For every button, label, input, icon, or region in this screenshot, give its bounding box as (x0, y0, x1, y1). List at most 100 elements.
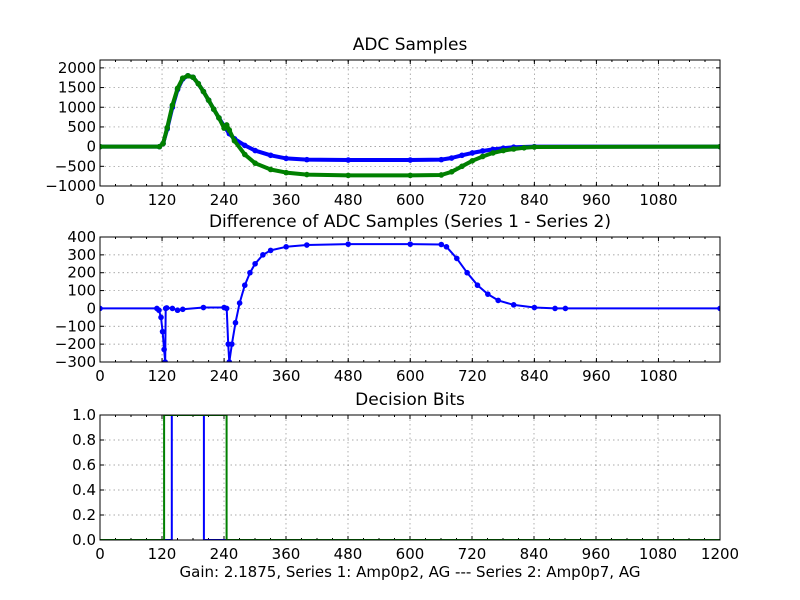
data-point (190, 74, 196, 81)
data-point (438, 241, 445, 248)
data-point (232, 319, 239, 326)
data-point (210, 106, 217, 113)
data-point (185, 72, 191, 79)
y-tick-label: −500 (55, 157, 96, 175)
data-point (229, 341, 235, 347)
data-point (495, 297, 501, 304)
subplot-title: Difference of ADC Samples (Series 1 - Se… (209, 212, 611, 232)
x-tick-label: 480 (334, 367, 363, 385)
y-tick-label: 400 (67, 228, 96, 246)
data-point (241, 142, 248, 149)
data-point (200, 88, 207, 95)
x-tick-label: 120 (148, 367, 177, 385)
y-tick-label: 1.0 (72, 406, 96, 424)
data-point (407, 241, 414, 247)
data-point (283, 155, 289, 162)
data-point (469, 150, 476, 156)
y-tick-label: 0.6 (72, 456, 96, 474)
data-point (438, 172, 445, 178)
data-point (531, 144, 538, 150)
data-point (304, 242, 310, 248)
data-point (162, 359, 168, 362)
y-tick-label: 300 (67, 246, 96, 264)
data-point (510, 302, 517, 308)
data-point (521, 145, 527, 151)
y-tick-label: 0.4 (72, 481, 96, 499)
data-point (252, 147, 258, 154)
data-point (474, 282, 481, 289)
data-point (459, 152, 465, 159)
data-point (485, 291, 491, 297)
x-tick-label: 480 (334, 545, 363, 563)
series-1 (100, 72, 720, 163)
data-point (448, 169, 455, 175)
subplot-1: 0 120 240 360 480 600 720 840 960 1080−1000−50005… (45, 35, 721, 209)
subplot-2: 0 120 240 360 480 600 720 840 960 1080 −300−200−10… (55, 212, 721, 385)
x-tick-label: 600 (396, 191, 425, 209)
x-tick-label: 360 (272, 545, 301, 563)
data-point (304, 171, 310, 178)
data-point (407, 157, 414, 163)
x-tick-label: 840 (520, 545, 549, 563)
axes-frame (99, 236, 721, 363)
data-point (241, 151, 248, 158)
y-tick-label: 1500 (58, 79, 96, 97)
y-tick-label: 200 (67, 264, 96, 282)
data-point (159, 328, 166, 335)
x-tick-label: 240 (210, 545, 239, 563)
data-point (345, 157, 352, 163)
y-tick-label: 0 (86, 299, 96, 317)
data-point (562, 305, 569, 312)
x-tick-label: 120 (148, 545, 177, 563)
data-point (407, 172, 414, 179)
y-tick-label: 2000 (58, 59, 96, 77)
x-tick-label: 960 (582, 545, 611, 563)
data-point (345, 241, 352, 247)
data-point (552, 305, 558, 312)
data-point (169, 102, 176, 109)
subplot-title: Decision Bits (355, 390, 465, 410)
data-point (283, 169, 289, 176)
data-point (164, 124, 171, 131)
x-tick-label: 360 (272, 191, 301, 209)
data-point (252, 260, 258, 267)
data-point (169, 305, 176, 312)
data-point (158, 314, 164, 321)
data-point (236, 300, 243, 306)
data-point (205, 97, 212, 103)
data-point (179, 75, 186, 81)
data-point (195, 80, 202, 87)
subplot-title: ADC Samples (353, 35, 468, 55)
x-tick-label: 0 (95, 191, 105, 209)
x-tick-label: 840 (520, 367, 549, 385)
data-point (163, 305, 170, 311)
data-point (174, 307, 181, 314)
data-point (161, 346, 167, 353)
x-tick-label: 720 (458, 545, 487, 563)
data-point (156, 143, 163, 150)
data-point (464, 269, 470, 276)
data-point (304, 156, 310, 163)
data-point (223, 305, 230, 312)
series-2 (100, 72, 720, 179)
data-point (226, 359, 233, 362)
data-point (247, 269, 253, 276)
data-point (500, 147, 507, 154)
data-point (267, 166, 274, 173)
data-point (267, 247, 274, 254)
y-tick-label: −1000 (45, 177, 96, 195)
data-point (241, 282, 248, 289)
y-tick-label: 0.0 (72, 531, 96, 549)
data-point (252, 160, 258, 166)
axes-frame (99, 59, 721, 187)
subplot-3: 0 120 240 360 480 600 720 840 960 1080 1200 0.0 0.2 0… (72, 390, 739, 581)
x-tick-label: 360 (272, 367, 301, 385)
x-tick-label: 600 (396, 545, 425, 563)
data-point (479, 148, 486, 154)
x-tick-label: 120 (148, 191, 177, 209)
data-point (479, 153, 486, 160)
data-point (231, 137, 238, 144)
data-point (160, 140, 166, 147)
data-point (100, 143, 103, 150)
data-point (459, 163, 465, 170)
